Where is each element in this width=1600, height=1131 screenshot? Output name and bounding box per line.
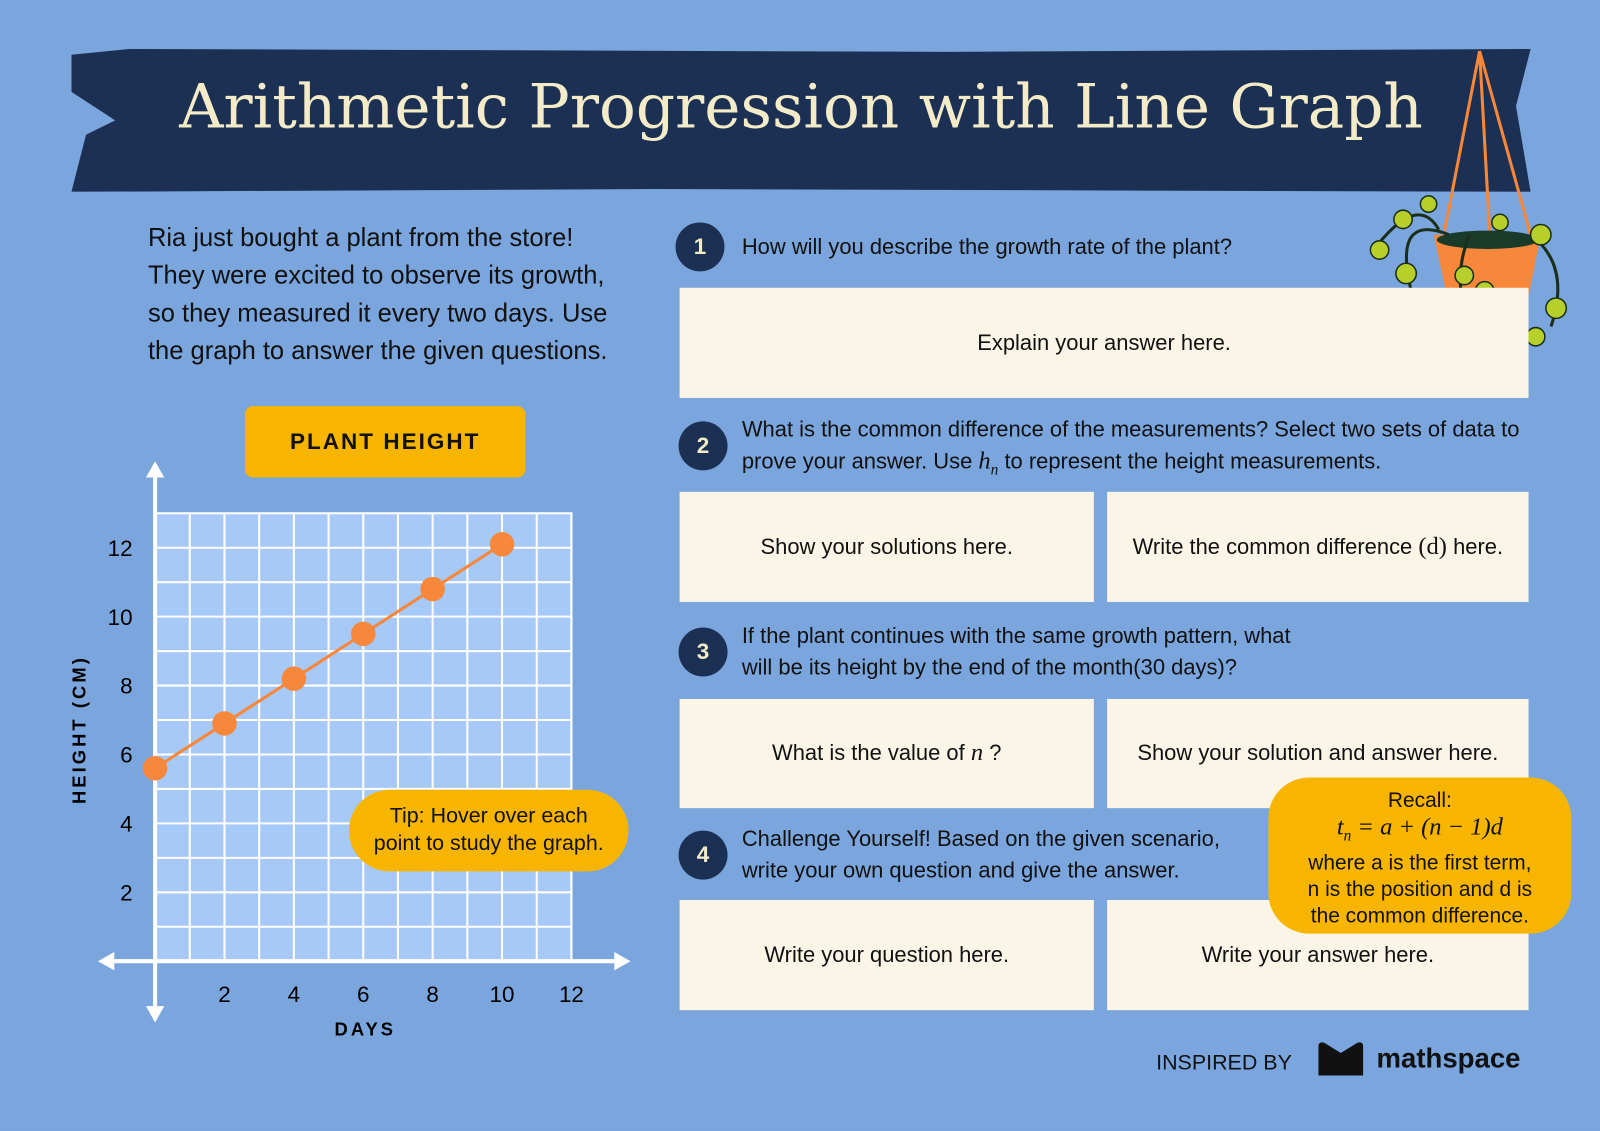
question-number: 4 (678, 830, 728, 880)
math: n (970, 739, 984, 767)
answer-box[interactable]: What is the value of n? (679, 698, 1094, 809)
x-tick-label: 4 (288, 982, 300, 1007)
data-point (489, 532, 515, 557)
answer-box[interactable]: Write the common difference (d) here. (1107, 491, 1529, 603)
intro-line: the graph to answer the given questions. (147, 336, 608, 366)
y-axis-label: HEIGHT (CM) (69, 655, 90, 804)
question-number: 1 (675, 222, 725, 272)
question-line: prove your answer. Use hn to represent the… (742, 446, 1520, 487)
x-tick-label: 12 (559, 982, 584, 1007)
question-line: Challenge Yourself! Based on the given s… (741, 826, 1220, 852)
math-sub: n (1343, 828, 1352, 845)
data-line (154, 542, 503, 770)
recall-line: n is the position and d is (1307, 877, 1533, 901)
math-sub: n (990, 462, 999, 479)
math: hn (978, 447, 999, 479)
recall-heading: Recall: (1387, 788, 1452, 813)
question-part: prove your answer. Use (741, 448, 973, 474)
intro: Ria just bought a plant from the store! … (148, 219, 607, 370)
y-tick-label: 6 (120, 743, 132, 768)
tip-bubble: Tip: Hover over each point to study the … (348, 789, 629, 872)
x-tick-label: 8 (426, 982, 438, 1007)
question-part: to represent the height measurements. (1004, 448, 1382, 474)
y-tick-label: 8 (120, 674, 132, 699)
intro-line: They were excited to observe its growth, (147, 261, 605, 290)
inspired-by: INSPIRED BY (1156, 1051, 1292, 1075)
data-point (420, 576, 445, 602)
question-line: will be its height by the end of the mon… (741, 655, 1237, 680)
recall-line: the common difference. (1310, 903, 1529, 928)
data-point (212, 711, 237, 736)
intro-line: so they measured it every two days. Use (147, 298, 608, 328)
question-line: What is the common difference of the mea… (741, 417, 1520, 442)
answer-prompt: Write your answer here. (1201, 942, 1435, 967)
recall-formula: tn = a + (n − 1)d (1268, 814, 1571, 850)
y-tick-label: 12 (108, 536, 133, 561)
data-point (142, 756, 168, 781)
answer-prompt: What is the value of (772, 740, 965, 766)
chart-title: PLANT HEIGHT (244, 406, 526, 478)
math-expr: = a + (n − 1)d (1357, 814, 1503, 841)
question-number: 3 (678, 627, 728, 677)
question-text: If the plant continues with the same gro… (742, 620, 1291, 683)
math: (d) (1418, 533, 1447, 560)
x-axis-label: DAYS (335, 1019, 397, 1040)
intro-line: Ria just bought a plant from the store! (147, 223, 574, 253)
question-number: 2 (678, 421, 728, 471)
x-tick-label: 10 (490, 982, 515, 1007)
brand-logo (1318, 1042, 1364, 1076)
x-tick-label: 6 (357, 982, 369, 1007)
answer-prompt: Explain your answer here. (977, 330, 1231, 355)
recall-bubble: Recall: tn = a + (n − 1)d where a is the… (1268, 777, 1572, 934)
question-text: Challenge Yourself! Based on the given s… (742, 823, 1220, 886)
y-tick-label: 2 (120, 880, 132, 905)
question-text: What is the common difference of the mea… (742, 414, 1520, 486)
answer-prompt: Write your question here. (764, 942, 1010, 967)
answer-box[interactable]: Write your question here. (679, 899, 1094, 1011)
answer-prompt: Show your solutions here. (760, 534, 1013, 559)
y-tick-label: 4 (120, 812, 132, 837)
soil (1436, 230, 1539, 249)
x-tick-label: 2 (218, 982, 230, 1007)
math-var: t (1336, 814, 1344, 841)
answer-prompt: ? (989, 740, 1002, 766)
title-banner (71, 48, 1531, 192)
question-text: How will you describe the growth rate of… (741, 234, 1233, 260)
question-line: If the plant continues with the same gro… (741, 623, 1291, 648)
data-point (281, 666, 307, 691)
answer-prompt: here. (1453, 534, 1504, 559)
answer-box[interactable]: Show your solutions here. (679, 491, 1094, 603)
question-line: write your own question and give the ans… (741, 858, 1180, 883)
y-tick-label: 10 (108, 605, 133, 630)
answer-prompt: Write the common difference (1132, 534, 1413, 559)
brand-name: mathspace (1376, 1042, 1521, 1074)
plant-illustration (1442, 50, 1533, 236)
answer-prompt: Show your solution and answer here. (1137, 740, 1499, 766)
math-var: h (978, 447, 991, 475)
chart: 2 4 6 8 10 12 2 4 6 8 10 12 DAYS HEIGHT (CM) (69, 461, 631, 1040)
page-title: Arithmetic Progression with Line Graph (179, 71, 1423, 143)
recall-line: where a is the first term, (1308, 850, 1532, 875)
answer-box[interactable]: Explain your answer here. (679, 287, 1529, 398)
data-point (351, 621, 376, 647)
